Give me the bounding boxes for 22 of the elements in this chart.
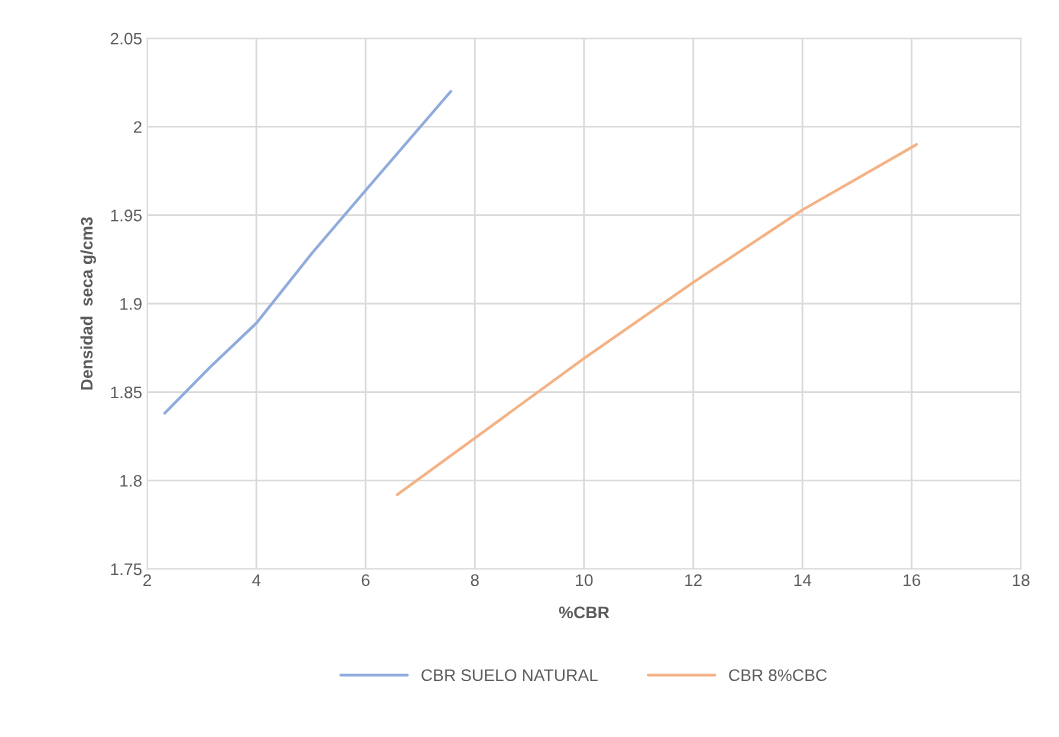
x-tick-label: 2 [143, 574, 151, 586]
y-tick-label: 1.85 [111, 386, 142, 399]
x-tick-label: 16 [903, 574, 921, 587]
line-series [163, 90, 453, 415]
y-tick-label: 1.75 [111, 563, 142, 576]
line-series [395, 143, 918, 497]
x-tick-label: 8 [470, 574, 479, 587]
y-tick-label: 1.95 [111, 209, 142, 222]
x-tick-label: 12 [685, 574, 702, 586]
x-axis-title: %CBR [558, 606, 610, 619]
x-tick-label: 10 [576, 574, 593, 587]
y-tick-label: 1.9 [120, 298, 142, 310]
x-tick-label: 4 [252, 574, 261, 586]
y-tick-label: 1.8 [120, 474, 142, 487]
legend-label: CBR 8%CBC [729, 669, 827, 682]
x-tick-label: 6 [361, 574, 370, 587]
y-tick-label: 2 [133, 121, 142, 133]
x-tick-label: 18 [1012, 574, 1030, 587]
legend-label: CBR SUELO NATURAL [421, 669, 598, 682]
y-axis-title: Densidad seca g/cm3 [80, 217, 97, 390]
x-tick-label: 14 [794, 574, 812, 586]
y-tick-label: 2.05 [110, 32, 142, 45]
